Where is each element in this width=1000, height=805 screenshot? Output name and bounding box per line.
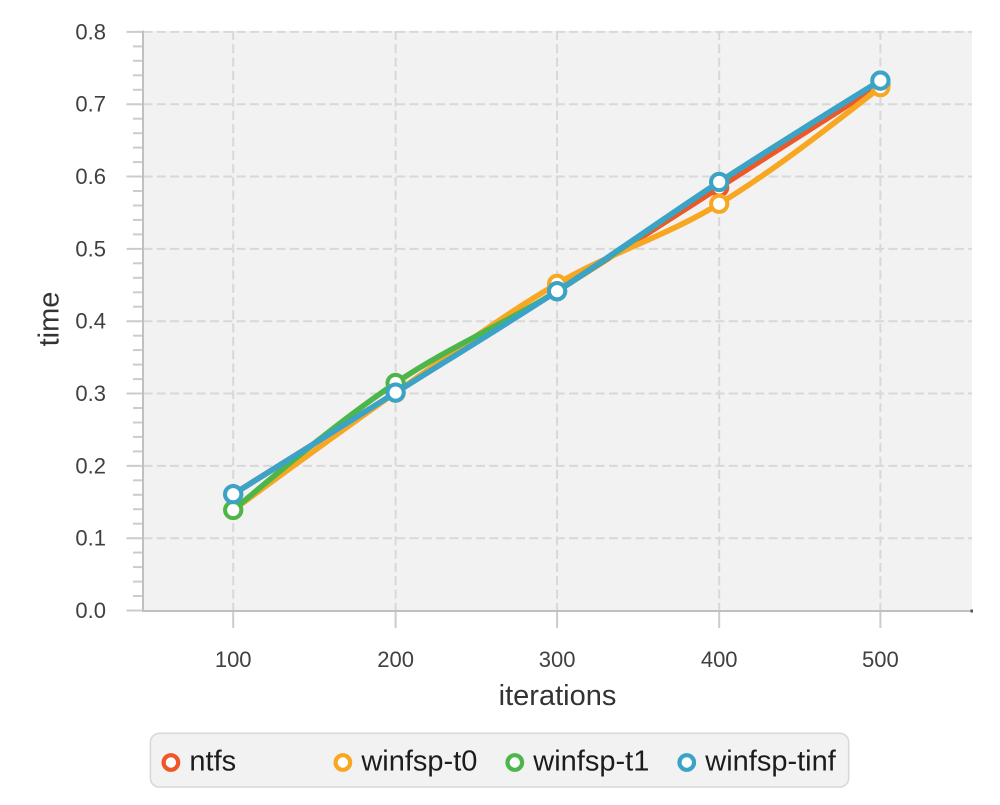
svg-text:100: 100 xyxy=(215,647,252,672)
svg-text:0.0: 0.0 xyxy=(75,598,106,623)
svg-text:ntfs: ntfs xyxy=(189,746,236,778)
svg-text:0.5: 0.5 xyxy=(75,236,106,261)
svg-text:300: 300 xyxy=(539,647,576,672)
svg-text:0.1: 0.1 xyxy=(75,526,106,551)
svg-text:400: 400 xyxy=(701,647,738,672)
svg-text:0.6: 0.6 xyxy=(75,164,106,189)
svg-text:0.3: 0.3 xyxy=(75,381,106,406)
svg-text:0.2: 0.2 xyxy=(75,453,106,478)
svg-text:0.8: 0.8 xyxy=(75,19,106,44)
svg-text:iterations: iterations xyxy=(499,680,617,712)
svg-text:time: time xyxy=(34,292,66,347)
svg-text:200: 200 xyxy=(377,647,414,672)
svg-text:0.4: 0.4 xyxy=(75,309,106,334)
svg-text:winfsp-t0: winfsp-t0 xyxy=(360,746,477,778)
svg-text:500: 500 xyxy=(862,647,899,672)
svg-text:winfsp-tinf: winfsp-tinf xyxy=(704,746,836,778)
svg-text:winfsp-t1: winfsp-t1 xyxy=(532,746,649,778)
svg-text:0.7: 0.7 xyxy=(75,92,106,117)
